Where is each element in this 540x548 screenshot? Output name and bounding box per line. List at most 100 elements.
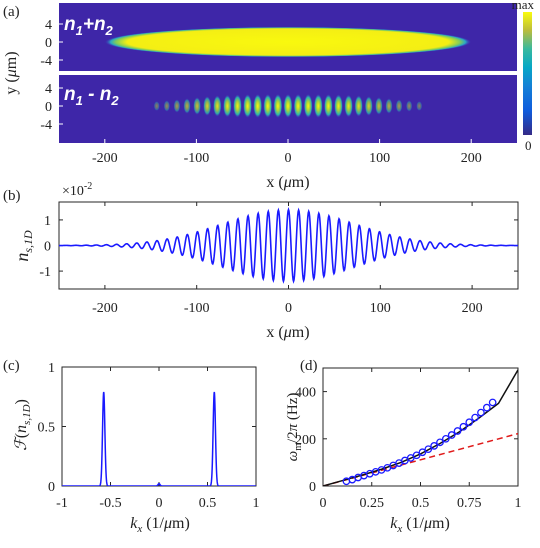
d-xtick-label: 1 [515, 496, 522, 511]
colorbar-max-label: max [512, 0, 535, 12]
c-xtick-label: 0 [156, 496, 163, 511]
b-multiplier: ×10-2 [62, 181, 92, 199]
fringe [283, 94, 293, 118]
a-xtick-label: 100 [369, 151, 390, 166]
fringe [364, 96, 373, 116]
fringe [223, 94, 232, 118]
b-ytick-label: 0 [44, 240, 51, 255]
fringe [303, 94, 313, 118]
fringe [193, 97, 201, 115]
fringe [243, 94, 252, 118]
fringe [395, 99, 403, 113]
plot-area-d [322, 367, 519, 487]
b-xtick-label: 200 [462, 301, 483, 316]
data-point [482, 403, 491, 412]
data-point [471, 413, 479, 422]
subpanel-label-sum: n1+n2 [64, 14, 114, 38]
fringe [273, 94, 283, 118]
data-point [477, 408, 485, 417]
data-point [465, 418, 474, 427]
d-xtick-label: 0.5 [412, 496, 430, 511]
d-ticks: 0 0.25 0.5 0.75 1 400 200 0 [295, 368, 522, 511]
b-xtick-label: -100 [184, 301, 210, 316]
a-ylabel: y (μm) [3, 51, 20, 94]
panel-label-a: (a) [3, 4, 20, 20]
b-ticks: -200 -100 0 100 200 1 0 -1 [39, 202, 518, 316]
data-point [488, 398, 497, 407]
fringe [385, 98, 393, 114]
a-xlabel: x (μm) [266, 174, 309, 191]
a-xtick-label: 0 [285, 151, 292, 166]
panel-a: n1+n2 n1 - n2 4 0 -4 4 0 -4 y (μm) -200 -100 0 1… [3, 0, 534, 191]
c-ytick-label: 1 [48, 361, 55, 376]
panel-c: -1 -0.5 0 0.5 1 1 0.5 0 ℱ(ns,1D) kx (1/μm) [13, 361, 260, 535]
colorbar-min-label: 0 [525, 138, 532, 153]
a-ytick-label: 4 [45, 18, 52, 33]
b-xlabel: x (μm) [266, 324, 309, 341]
b-ylabel: ns,1D [12, 230, 35, 262]
a-ytick-label: -4 [40, 54, 52, 69]
series-line-nsd [59, 207, 518, 284]
fringe [334, 94, 343, 118]
fringe [253, 94, 263, 118]
c-ytick-label: 0.5 [38, 421, 56, 436]
series-line-fourier [62, 391, 256, 486]
fringe [263, 94, 273, 118]
fringe [406, 100, 413, 112]
d-ytick-label: 0 [309, 480, 316, 495]
d-ylabel: ωm/2π (Hz) [285, 393, 304, 462]
data-point [453, 427, 462, 435]
series-markers [342, 398, 497, 486]
a-xticks: -200 -100 0 100 200 [92, 139, 482, 166]
a-ytick-label: -4 [40, 118, 52, 133]
fringe [416, 101, 423, 111]
a-ytick-label: 0 [45, 100, 52, 115]
panel-b: -200 -100 0 100 200 1 0 -1 ×10-2 ns,1D x (μm) [12, 181, 519, 341]
data-point [447, 431, 456, 439]
a-ytick-label: 0 [45, 36, 52, 51]
panel-label-b: (b) [3, 188, 21, 204]
d-xlabel: kx (1/μm) [390, 515, 450, 535]
b-xtick-label: 100 [370, 301, 391, 316]
plot-area-c [61, 366, 257, 487]
data-point [418, 448, 427, 457]
c-xtick-label: -0.5 [99, 496, 121, 511]
a-xtick-label: 200 [461, 151, 482, 166]
fringe [213, 95, 222, 117]
data-point [441, 434, 450, 443]
a-xtick-label: -200 [92, 151, 118, 166]
fringe [375, 97, 383, 115]
fringe [183, 98, 191, 114]
data-point [412, 451, 421, 460]
b-ytick-label: 1 [44, 214, 51, 229]
fringe [163, 100, 170, 112]
panel-label-d: (d) [300, 358, 318, 374]
fringe [173, 99, 181, 113]
d-ytick-label: 400 [295, 386, 316, 401]
fringe [293, 94, 303, 118]
fringe [354, 95, 363, 117]
a-yticks: 4 0 -4 4 0 -4 [40, 18, 63, 133]
c-xtick-label: -1 [56, 496, 68, 511]
fringe [344, 94, 353, 118]
c-xtick-label: 0.5 [199, 496, 217, 511]
a-ytick-label: 4 [45, 82, 52, 97]
b-xtick-label: 0 [285, 301, 292, 316]
d-xtick-label: 0 [320, 496, 327, 511]
fringe [203, 96, 212, 116]
density-sum-blob [105, 27, 471, 57]
data-point [436, 438, 444, 447]
panel-label-c: (c) [3, 358, 20, 374]
density-difference-fringes [153, 94, 423, 118]
data-point [430, 442, 438, 450]
data-point [424, 445, 433, 454]
d-xtick-label: 0.75 [457, 496, 482, 511]
c-ticks: -1 -0.5 0 0.5 1 1 0.5 0 [38, 361, 260, 511]
subpanel-label-difference: n1 - n2 [64, 84, 119, 108]
colorbar [523, 12, 532, 135]
c-xtick-label: 1 [253, 496, 260, 511]
a-xtick-label: -100 [184, 151, 210, 166]
d-ytick-label: 200 [295, 433, 316, 448]
c-ylabel: ℱ(ns,1D) [13, 399, 33, 451]
